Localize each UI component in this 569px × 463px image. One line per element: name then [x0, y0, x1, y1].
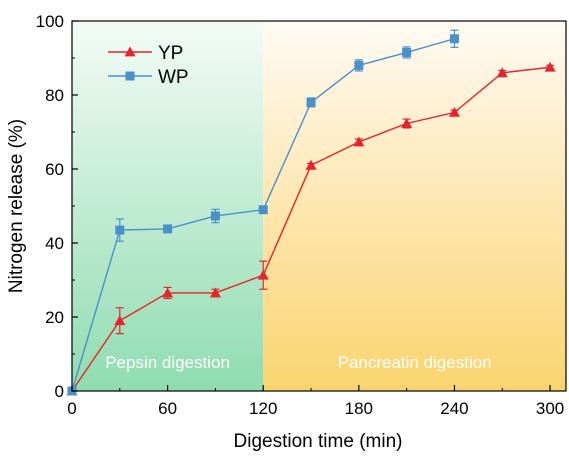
x-tick-label: 60 — [158, 399, 177, 418]
y-tick-label: 40 — [45, 234, 64, 253]
legend-marker-yp — [124, 46, 136, 57]
data-point-wp — [402, 47, 412, 57]
shaded-regions: Pepsin digestion Pancreatin digestion — [72, 21, 566, 391]
region-pepsin-digestion — [72, 21, 264, 391]
data-point-wp — [258, 205, 268, 215]
data-point-yp — [401, 117, 413, 128]
data-point-wp — [449, 34, 459, 44]
region-label-pancreatin-digestion: Pancreatin digestion — [338, 353, 492, 372]
data-point-wp — [306, 97, 316, 107]
x-tick-label: 0 — [67, 399, 76, 418]
legend-label-wp: WP — [158, 67, 189, 88]
axes — [71, 20, 567, 392]
data-series — [66, 29, 556, 396]
x-tick-label: 300 — [536, 399, 564, 418]
region-label-pepsin-digestion: Pepsin digestion — [105, 353, 230, 372]
y-axis-title: Nitrogen release (%) — [6, 119, 27, 293]
legend-marker-wp — [125, 71, 135, 81]
data-point-wp — [210, 211, 220, 221]
x-axis-title: Digestion time (min) — [234, 431, 403, 452]
data-point-wp — [354, 60, 364, 70]
data-point-yp — [496, 67, 508, 78]
y-tick-label: 0 — [55, 382, 64, 401]
region-pancreatin-digestion — [263, 21, 566, 391]
data-point-yp — [448, 106, 460, 117]
y-tick-label: 20 — [45, 308, 64, 327]
data-point-wp — [163, 224, 173, 234]
data-point-yp — [305, 159, 317, 170]
data-point-yp — [114, 315, 126, 326]
data-point-yp — [162, 287, 174, 298]
x-tick-label: 120 — [249, 399, 277, 418]
legend-label-yp: YP — [158, 43, 183, 64]
data-point-yp — [353, 136, 365, 147]
legend: YP WP — [108, 43, 189, 88]
y-tick-label: 60 — [45, 160, 64, 179]
series-wp — [67, 29, 459, 396]
data-point-yp — [544, 61, 556, 72]
data-point-yp — [257, 269, 269, 280]
x-tick-label: 240 — [440, 399, 468, 418]
data-point-yp — [209, 287, 221, 298]
x-tick-label: 180 — [345, 399, 373, 418]
tick-labels: 0 60 120 180 240 300 0 20 40 60 80 100 — [36, 12, 565, 418]
data-point-wp — [115, 225, 125, 235]
y-tick-label: 80 — [45, 86, 64, 105]
y-tick-label: 100 — [36, 12, 64, 31]
